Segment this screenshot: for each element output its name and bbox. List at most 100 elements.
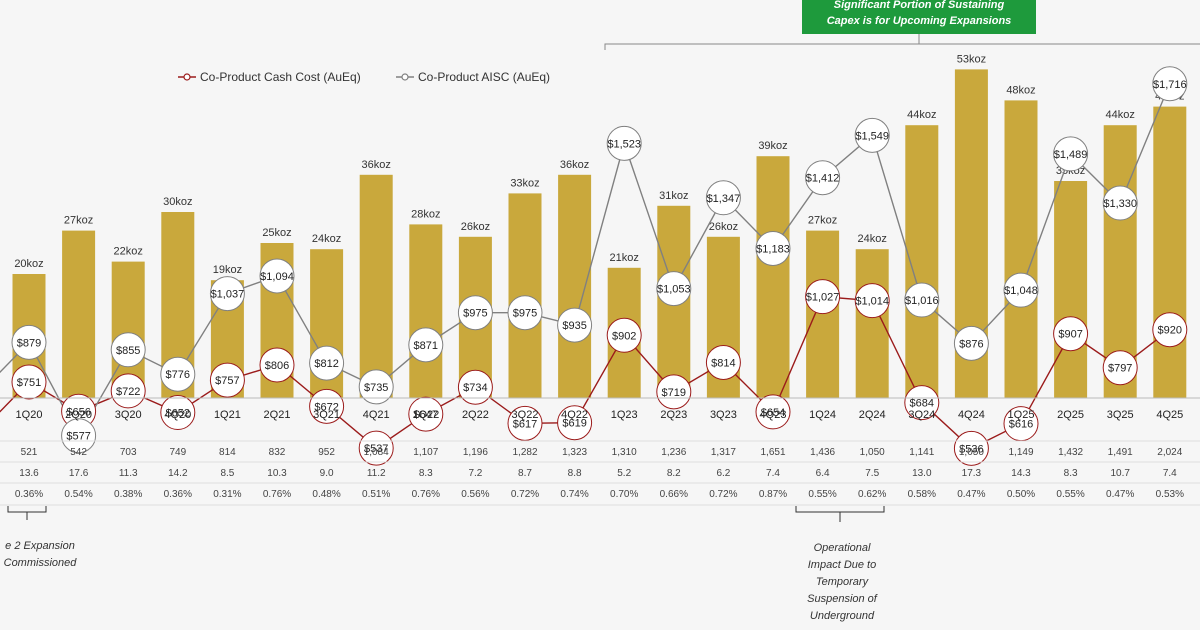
tick-2Q23: 2Q23: [660, 409, 687, 421]
table-cell-0-2Q22: 1,196: [463, 447, 488, 458]
callout-line-2: Capex is for Upcoming Expansions: [827, 15, 1012, 27]
cash-cost-point-4Q21: [358, 430, 394, 466]
aisc-point-3Q25: [1102, 185, 1138, 221]
cash-cost-label-2Q21: $806: [265, 360, 289, 372]
cash-cost-label-3Q21: $672: [314, 401, 338, 413]
table-cell-1-4Q21: 11.2: [367, 468, 386, 479]
table-cell-0-4Q23: 1,651: [760, 447, 785, 458]
cash-cost-label-4Q20: $652: [166, 408, 190, 420]
table-cell-1-4Q25: 7.4: [1163, 468, 1177, 479]
table-cell-1-3Q25: 10.7: [1110, 468, 1130, 479]
tick-4Q21: 4Q21: [363, 409, 390, 421]
aisc-point-3Q21: [309, 345, 345, 381]
aisc-point-3Q23: [705, 180, 741, 216]
table-cell-1-4Q23: 7.4: [766, 468, 780, 479]
aisc-point-1Q20: [11, 324, 47, 360]
table-cell-1-4Q20: 14.2: [168, 468, 188, 479]
bar-label-2Q24: 24koz: [858, 233, 887, 245]
table-cell-2-3Q23: 0.72%: [709, 489, 737, 500]
cash-cost-label-3Q22: $617: [513, 418, 537, 430]
aisc-point-2Q20: [61, 418, 97, 454]
cash-cost-label-2Q25: $907: [1058, 329, 1082, 341]
tick-1Q20: 1Q20: [16, 409, 43, 421]
table-cell-0-3Q21: 952: [318, 447, 335, 458]
aisc-label-2Q22: $975: [463, 308, 487, 320]
table-cell-2-1Q21: 0.31%: [213, 489, 241, 500]
bar-label-3Q21: 24koz: [312, 233, 341, 245]
aisc-label-3Q23: $1,347: [707, 193, 741, 205]
aisc-label-1Q21: $1,037: [211, 289, 245, 301]
aisc-label-3Q21: $812: [314, 358, 338, 370]
cash-cost-point-1Q24: [805, 279, 841, 315]
table-cell-2-4Q20: 0.36%: [164, 489, 192, 500]
table-cell-2-1Q20: 0.36%: [15, 489, 43, 500]
bar-label-1Q20: 20koz: [14, 258, 43, 270]
table-cell-2-1Q23: 0.70%: [610, 489, 638, 500]
cash-cost-point-2Q21: [259, 347, 295, 383]
table-cell-2-4Q21: 0.51%: [362, 489, 390, 500]
cash-cost-label-3Q20: $722: [116, 386, 140, 398]
left-note-line-1: e 2 Expansion: [5, 540, 75, 552]
tick-1Q24: 1Q24: [809, 409, 836, 421]
cash-cost-label-1Q20: $751: [17, 377, 41, 389]
table-cell-0-4Q24: 1,050: [959, 447, 984, 458]
aisc-point-3Q24: [904, 282, 940, 318]
table-cell-1-2Q22: 7.2: [468, 468, 482, 479]
aisc-point-4Q21: [358, 369, 394, 405]
cash-cost-point-2Q22: [457, 369, 493, 405]
callout-line-1: Significant Portion of Sustaining: [834, 0, 1005, 11]
cash-cost-point-2Q24: [854, 283, 890, 319]
table-cell-2-1Q24: 0.55%: [808, 489, 836, 500]
aisc-label-2Q25: $1,489: [1054, 149, 1088, 161]
bar-label-3Q20: 22koz: [114, 246, 143, 258]
bar-label-4Q24: 53koz: [957, 53, 986, 65]
table-cell-2-3Q24: 0.58%: [908, 489, 936, 500]
tick-2Q24: 2Q24: [859, 409, 886, 421]
aisc-label-1Q24: $1,412: [806, 173, 840, 185]
aisc-point-1Q25: [1003, 272, 1039, 308]
table-cell-2-2Q23: 0.66%: [660, 489, 688, 500]
cash-cost-label-1Q25: $616: [1009, 419, 1033, 431]
aisc-point-4Q22: [557, 307, 593, 343]
table-cell-1-1Q20: 13.6: [19, 468, 39, 479]
aisc-label-4Q23: $1,183: [756, 243, 790, 255]
tick-2Q22: 2Q22: [462, 409, 489, 421]
cash-cost-label-4Q21: $537: [364, 443, 388, 455]
cash-cost-label-4Q24: $536: [959, 443, 983, 455]
bar-2Q25: [1054, 181, 1088, 398]
tick-1Q23: 1Q23: [611, 409, 638, 421]
table-cell-1-1Q25: 14.3: [1011, 468, 1031, 479]
table-cell-1-3Q22: 8.7: [518, 468, 532, 479]
cash-cost-label-3Q25: $797: [1108, 363, 1132, 375]
cash-cost-point-2Q23: [656, 374, 692, 410]
bar-2Q20: [62, 230, 96, 398]
table-cell-2-4Q23: 0.87%: [759, 489, 787, 500]
cash-cost-label-1Q22: $647: [414, 409, 438, 421]
bar-label-3Q24: 44koz: [907, 109, 936, 121]
table-cell-1-2Q24: 7.5: [865, 468, 879, 479]
table-cell-1-3Q24: 13.0: [912, 468, 932, 479]
bar-label-1Q22: 28koz: [411, 208, 440, 220]
tick-3Q22: 3Q22: [512, 409, 539, 421]
aisc-point-3Q22: [507, 295, 543, 331]
table-cell-0-1Q21: 814: [219, 447, 236, 458]
cash-cost-label-1Q21: $757: [215, 375, 239, 387]
aisc-point-2Q23: [656, 271, 692, 307]
aisc-point-1Q24: [805, 160, 841, 196]
bar-label-2Q23: 31koz: [659, 190, 688, 202]
aisc-label-4Q24: $876: [959, 338, 983, 350]
left-note-line-2: Commissioned: [4, 557, 78, 569]
cash-cost-point-1Q23: [606, 317, 642, 353]
aisc-point-4Q24: [953, 325, 989, 361]
mid-note: Operational Impact Due to Temporary Suspens…: [795, 506, 885, 622]
tick-3Q24: 3Q24: [908, 409, 935, 421]
table-cell-1-2Q23: 8.2: [667, 468, 681, 479]
table-cell-0-3Q22: 1,282: [512, 447, 537, 458]
cash-cost-label-4Q25: $920: [1158, 325, 1182, 337]
bar-label-1Q23: 21koz: [610, 252, 639, 264]
callout-box: Significant Portion of Sustaining Capex …: [604, 0, 1200, 50]
cash-cost-label-1Q23: $902: [612, 330, 636, 342]
tick-3Q20: 3Q20: [115, 409, 142, 421]
tick-4Q24: 4Q24: [958, 409, 985, 421]
